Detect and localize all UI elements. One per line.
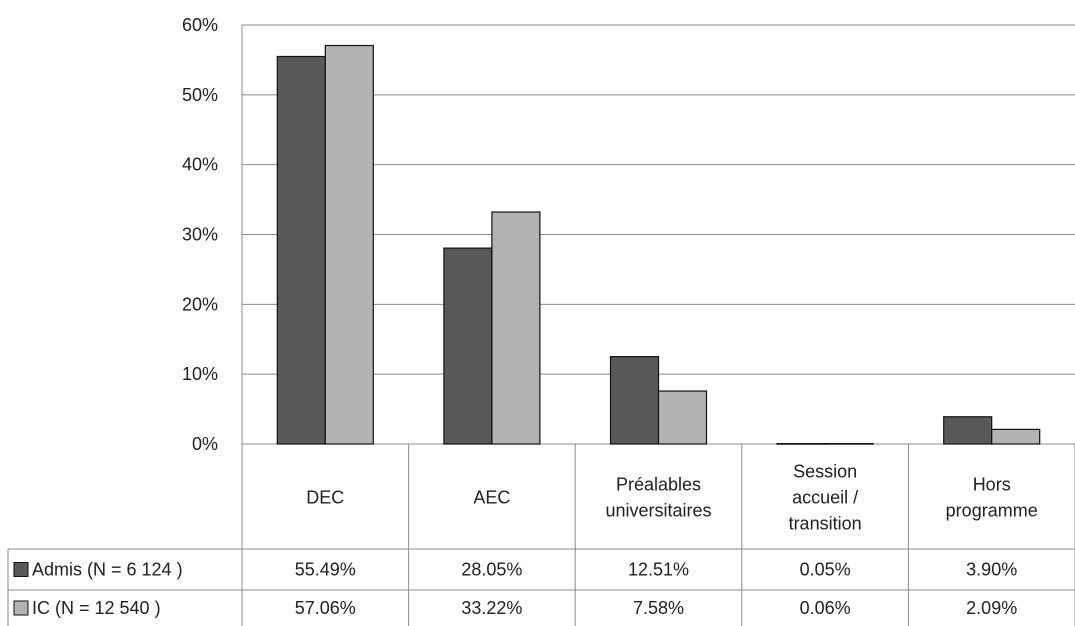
bar: [276, 55, 326, 445]
series-name: Admis (N = 6 124 ): [32, 560, 183, 580]
category-label-line: Session: [793, 462, 857, 482]
category-label-line: Préalables: [616, 475, 701, 495]
data-value-label: 12.51%: [628, 560, 689, 580]
data-value-label: 3.90%: [966, 560, 1017, 580]
data-value-label: 7.58%: [633, 598, 684, 618]
data-value-label: 33.22%: [461, 598, 522, 618]
bar: [991, 428, 1041, 445]
data-value-label: 0.06%: [800, 598, 851, 618]
category-label: Hors programme: [946, 475, 1038, 521]
data-value-label: 55.49%: [295, 560, 356, 580]
bar: [824, 442, 874, 445]
y-tick-label: 50%: [182, 85, 218, 105]
bar: [443, 247, 493, 445]
legend-key: [13, 562, 29, 577]
legend-key: [13, 600, 29, 616]
bar: [609, 356, 660, 445]
category-label: Session accueil / transition: [789, 462, 862, 534]
y-tick-label: 30%: [182, 225, 218, 245]
category-label-line: DEC: [306, 488, 344, 508]
category-label-line: accueil /: [792, 488, 858, 508]
y-tick-label: 40%: [182, 155, 218, 175]
category-label-line: AEC: [473, 488, 510, 508]
data-value-label: 0.05%: [800, 560, 851, 580]
series-name: IC (N = 12 540 ): [32, 598, 161, 618]
category-label: Préalables universitaires: [605, 475, 711, 521]
category-label: AEC: [473, 488, 510, 508]
y-tick-label: 60%: [182, 15, 218, 35]
y-tick-label: 20%: [182, 294, 218, 314]
bar: [943, 416, 993, 445]
category-label-line: universitaires: [605, 501, 711, 521]
y-tick-label: 10%: [182, 364, 218, 384]
data-value-label: 57.06%: [295, 598, 356, 618]
data-value-label: 2.09%: [966, 598, 1017, 618]
bar: [324, 44, 374, 445]
category-label: DEC: [306, 488, 344, 508]
category-label-line: programme: [946, 501, 1038, 521]
y-axis: 0% 10% 20% 30% 40% 50% 60%: [182, 15, 243, 454]
bar: [657, 390, 708, 445]
bar: [776, 443, 826, 445]
bar: [491, 211, 541, 445]
category-label-line: Hors: [973, 475, 1011, 495]
data-table: DEC AEC Préalables universitaires Session acc…: [7, 444, 1075, 626]
y-tick-label: 0%: [192, 434, 218, 454]
bars: [276, 44, 1041, 445]
category-label-line: transition: [789, 514, 862, 534]
data-value-label: 28.05%: [461, 560, 522, 580]
gridlines: [242, 24, 1075, 445]
